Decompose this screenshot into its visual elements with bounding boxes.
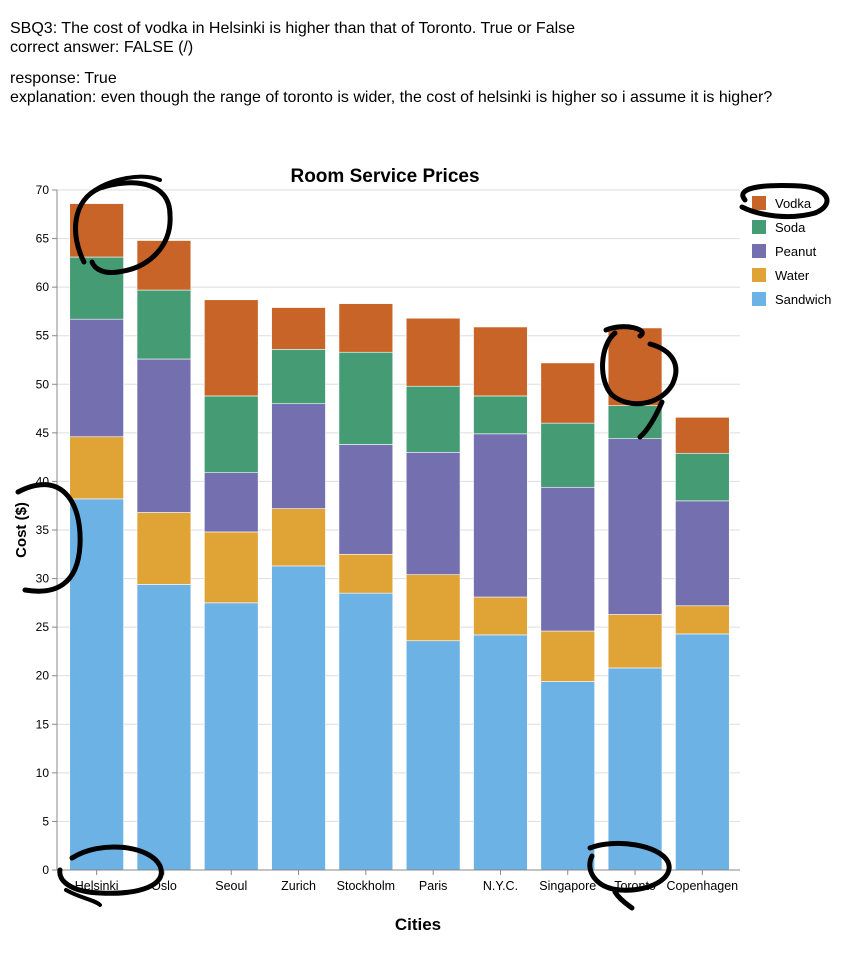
bar-water-singapore [540,630,595,682]
y-tick-label: 30 [36,572,50,586]
chart-title: Room Service Prices [290,166,479,187]
y-tick-label: 45 [36,426,50,440]
scribble-toronto-vodka [600,324,679,440]
legend-label-water: Water [775,268,810,283]
bar-peanut-stockholm [338,444,394,555]
bar-soda-copenhagen [675,452,730,502]
bar-soda-singapore [540,422,595,488]
bar-peanut-paris [405,451,461,575]
bar-water-toronto [607,614,663,669]
x-axis-label: Cities [395,915,441,934]
y-tick-label: 70 [36,183,50,197]
y-tick-label: 55 [36,329,50,343]
bar-peanut-zurich [271,403,326,509]
legend-swatch-sandwich [752,292,766,306]
explanation-text: explanation: even though the range of to… [10,89,773,106]
bar-sandwich-seoul [204,602,259,871]
bar-vodka-zurich [271,307,326,350]
bar-sandwich-singapore [540,681,595,871]
question-header: SBQ3: The cost of vodka in Helsinki is h… [10,19,772,107]
bar-sandwich-zurich [271,565,326,871]
y-tick-label: 10 [36,766,50,780]
scribble-y-axis [15,482,83,594]
scribble-helsinki-label-tail [64,888,102,907]
bars-layer [69,203,730,871]
bar-water-oslo [136,512,192,585]
bar-peanut-singapore [540,486,595,632]
legend-label-peanut: Peanut [775,244,817,259]
bar-vodka-seoul [204,299,259,397]
bar-peanut-toronto [607,438,663,615]
bar-sandwich-oslo [136,584,192,871]
x-tick-label: Stockholm [337,879,395,893]
scribble-toronto-label [587,840,672,911]
y-tick-label: 25 [36,620,50,634]
legend-label-vodka: Vodka [775,196,812,211]
scribble-legend [739,183,830,220]
scribble-helsinki-label [57,844,164,896]
response-text: response: True [10,70,117,87]
legend-swatch-water [752,268,766,282]
correct-answer: correct answer: FALSE (/) [10,39,194,56]
bar-vodka-paris [405,317,461,387]
bar-soda-stockholm [338,351,394,445]
x-tick-label: Copenhagen [667,879,739,893]
bar-water-copenhagen [675,605,730,635]
bar-soda-paris [405,385,461,453]
x-tick-label: Paris [419,879,447,893]
legend-swatch-peanut [752,244,766,258]
bar-soda-zurich [271,349,326,405]
bar-water-zurich [271,508,326,567]
bar-vodka-nyc [473,326,528,397]
bar-water-helsinki [69,436,124,500]
y-tick-label: 35 [36,523,50,537]
legend-swatch-vodka [752,196,766,210]
bar-soda-oslo [136,289,192,360]
legend-swatch-soda [752,220,766,234]
bar-water-paris [405,574,461,642]
y-tick-label: 20 [36,669,50,683]
bar-vodka-toronto [607,327,663,406]
scribble-helsinki-vodka-tail [93,174,162,192]
bar-vodka-stockholm [338,303,394,353]
bar-water-stockholm [338,553,394,594]
bar-peanut-oslo [136,358,192,513]
legend: Vodka Soda Peanut Water Sandwich [752,196,831,307]
y-tick-label: 15 [36,717,50,731]
legend-label-sandwich: Sandwich [775,292,831,307]
y-tick-label: 50 [36,377,50,391]
bar-peanut-helsinki [69,318,124,438]
x-tick-label: Zurich [281,879,316,893]
bar-water-nyc [473,596,528,636]
question-text: SBQ3: The cost of vodka in Helsinki is h… [10,20,576,37]
bar-vodka-singapore [540,362,595,424]
y-axis-label: Cost ($) [13,502,30,558]
bar-soda-nyc [473,395,528,435]
y-tick-label: 60 [36,280,50,294]
bar-vodka-copenhagen [675,417,730,454]
bar-water-seoul [204,531,259,604]
legend-label-soda: Soda [775,220,806,235]
y-tick-label: 5 [42,814,49,828]
bar-sandwich-stockholm [338,592,394,871]
bar-peanut-nyc [473,433,528,598]
bar-sandwich-nyc [473,634,528,871]
bar-soda-seoul [204,395,259,473]
x-tick-label: Seoul [215,879,247,893]
hand-drawn-annotations [15,174,830,911]
x-tick-label: Singapore [539,879,596,893]
x-tick-label: N.Y.C. [483,879,518,893]
scribble-helsinki-vodka [73,180,173,275]
y-tick-label: 65 [36,232,50,246]
bar-peanut-seoul [204,472,259,533]
bar-sandwich-copenhagen [675,633,730,871]
bar-sandwich-paris [405,640,461,871]
y-tick-label: 0 [42,863,49,877]
bar-sandwich-toronto [607,667,663,871]
bar-peanut-copenhagen [675,500,730,607]
